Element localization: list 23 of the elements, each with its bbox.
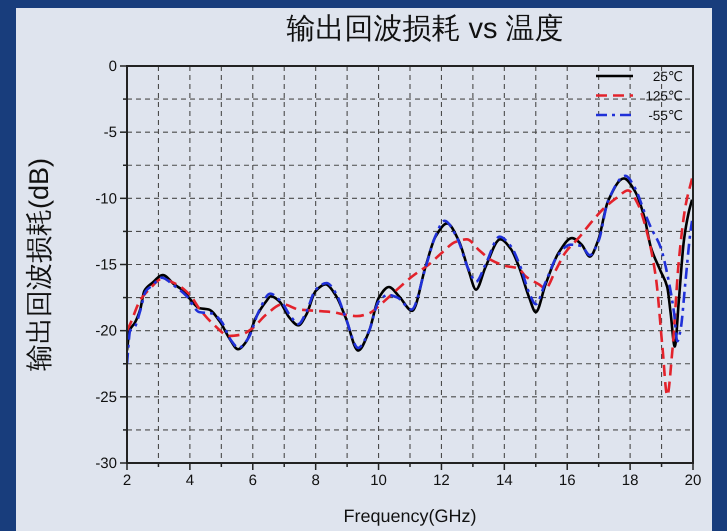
y-tick-label: -20: [95, 322, 117, 340]
y-tick-label: -15: [95, 256, 117, 274]
x-tick-label: 16: [558, 472, 576, 489]
y-tick-label: 0: [108, 58, 117, 75]
x-tick-label: 4: [186, 472, 194, 489]
chart-title: 输出回波损耗 vs 温度: [286, 13, 564, 45]
x-tick-label: 8: [311, 472, 320, 489]
x-tick-label: 12: [433, 472, 450, 489]
x-axis-title: Frequency(GHz): [343, 506, 477, 526]
x-tick-label: 2: [122, 472, 132, 489]
y-tick-label: -25: [95, 388, 117, 406]
x-tick-label: 20: [684, 472, 702, 489]
legend-label: 125℃: [645, 88, 683, 104]
x-tick-label: 6: [248, 472, 257, 489]
y-axis-title: 输出回波损耗(dB): [24, 158, 54, 372]
y-tick-label: -10: [95, 190, 117, 208]
y-tick-label: -30: [95, 455, 117, 472]
x-tick-label: 14: [496, 472, 513, 489]
legend-label: -55℃: [648, 108, 683, 123]
x-tick-label: 10: [370, 472, 387, 489]
legend-label: 25℃: [652, 69, 683, 84]
y-tick-label: -5: [104, 124, 117, 142]
x-tick-label: 18: [622, 472, 638, 489]
